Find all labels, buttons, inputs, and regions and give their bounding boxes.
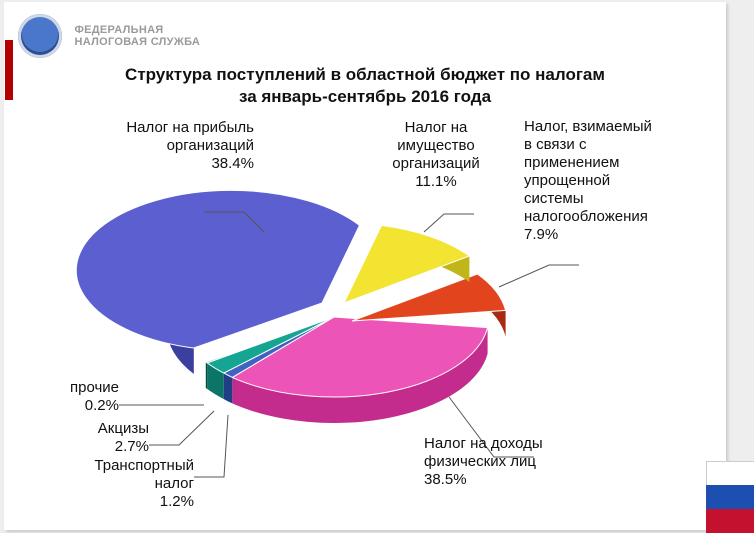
slide: ФЕДЕРАЛЬНАЯНАЛОГОВАЯ СЛУЖБА Структура по… bbox=[4, 2, 726, 530]
russia-flag-icon bbox=[706, 461, 754, 533]
pie-chart-3d: Налог на прибыль организаций 38.4% Налог… bbox=[4, 112, 726, 522]
label-transport: Транспортный налог 1.2% bbox=[59, 457, 194, 511]
label-usn: Налог, взимаемый в связи с применением у… bbox=[524, 118, 714, 244]
slice-side-prochie bbox=[206, 362, 207, 389]
label-ndfl: Налог на доходы физических лиц 38.5% bbox=[424, 435, 674, 489]
fns-emblem-icon bbox=[18, 14, 62, 58]
accent-bar bbox=[5, 40, 13, 100]
frame: ФЕДЕРАЛЬНАЯНАЛОГОВАЯ СЛУЖБА Структура по… bbox=[0, 0, 754, 533]
label-akcizy: Акцизы 2.7% bbox=[44, 420, 149, 456]
label-prochie: прочие 0.2% bbox=[34, 379, 119, 415]
slice-side-transport bbox=[224, 373, 233, 403]
label-pribyl: Налог на прибыль организаций 38.4% bbox=[44, 119, 254, 173]
agency-name: ФЕДЕРАЛЬНАЯНАЛОГОВАЯ СЛУЖБА bbox=[74, 24, 200, 48]
label-imush: Налог на имущество организаций 11.1% bbox=[366, 119, 506, 191]
header-logo: ФЕДЕРАЛЬНАЯНАЛОГОВАЯ СЛУЖБА bbox=[18, 14, 200, 58]
page-title: Структура поступлений в областной бюджет… bbox=[4, 64, 726, 108]
